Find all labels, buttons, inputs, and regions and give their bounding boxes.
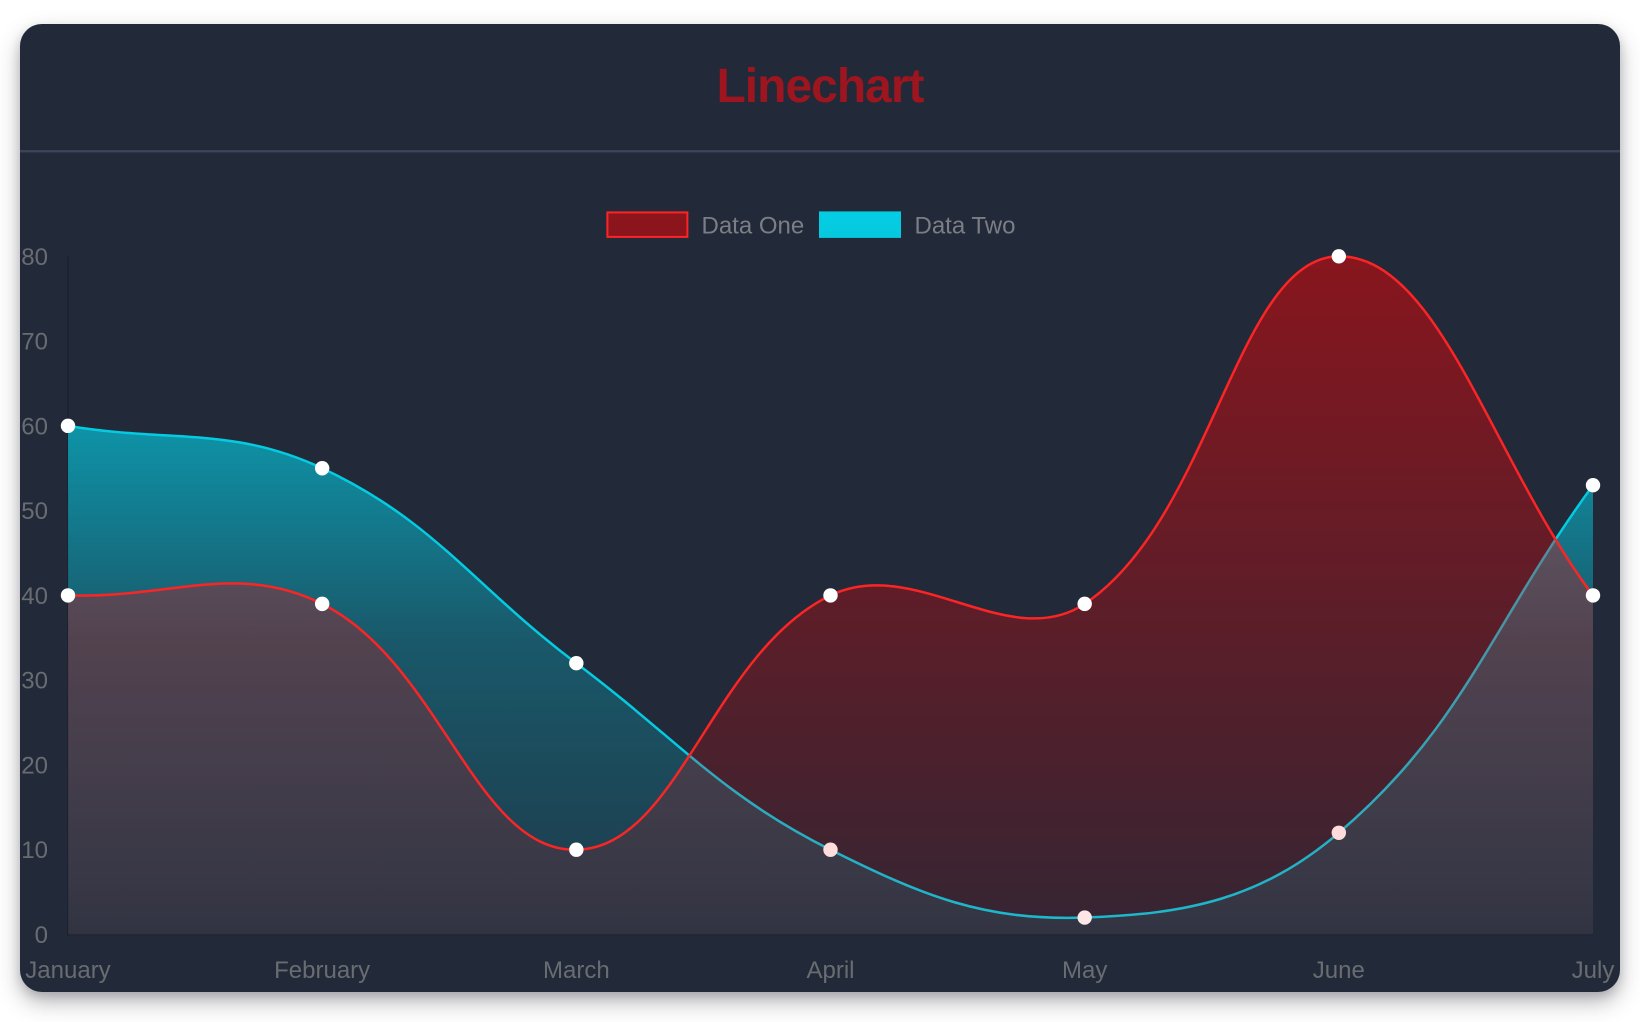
svg-text:60: 60	[21, 413, 48, 440]
svg-text:Linechart: Linechart	[716, 60, 924, 113]
svg-text:July: July	[1572, 957, 1615, 984]
svg-text:January: January	[25, 957, 110, 984]
svg-text:Data Two: Data Two	[915, 213, 1016, 240]
svg-text:80: 80	[21, 244, 48, 271]
svg-text:Data One: Data One	[702, 213, 805, 240]
svg-text:May: May	[1062, 957, 1107, 984]
svg-text:50: 50	[21, 498, 48, 525]
svg-text:0: 0	[35, 922, 48, 949]
svg-text:June: June	[1313, 957, 1365, 984]
svg-text:April: April	[806, 957, 854, 984]
svg-text:February: February	[274, 957, 370, 984]
svg-text:20: 20	[21, 752, 48, 779]
svg-text:10: 10	[21, 837, 48, 864]
svg-text:30: 30	[21, 668, 48, 695]
svg-text:40: 40	[21, 583, 48, 610]
svg-text:March: March	[543, 957, 610, 984]
svg-text:70: 70	[21, 329, 48, 356]
